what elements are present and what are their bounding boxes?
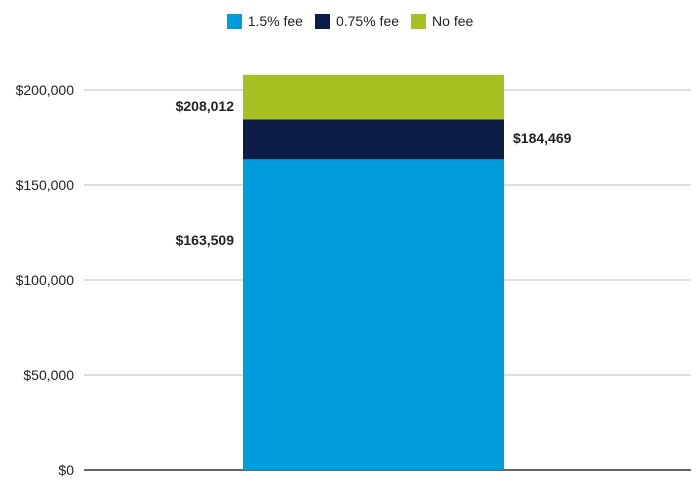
legend-swatch-0-75-fee (314, 13, 330, 29)
legend-item-1-5-fee: 1.5% fee (226, 13, 303, 29)
legend-item-0-75-fee: 0.75% fee (314, 13, 400, 29)
y-tick-label: $200,000 (16, 82, 75, 98)
y-tick-label: $50,000 (23, 367, 74, 383)
legend-label-no-fee: No fee (432, 13, 474, 29)
y-tick-label: $100,000 (16, 272, 75, 288)
legend-swatch-1-5-fee (226, 13, 242, 29)
bar-segment-1-5-fee (243, 159, 504, 471)
legend-item-no-fee: No fee (411, 13, 473, 29)
legend-label-0-75-fee: 0.75% fee (335, 13, 400, 29)
legend: 1.5% fee 0.75% fee No fee (0, 13, 700, 29)
bar-segment-0-75-fee (243, 119, 504, 160)
data-label: $208,012 (176, 98, 235, 114)
legend-label-1-5-fee: 1.5% fee (247, 13, 303, 29)
data-label: $163,509 (176, 232, 235, 248)
data-label: $184,469 (513, 130, 572, 146)
y-tick-label: $0 (58, 462, 74, 478)
legend-swatch-no-fee (411, 13, 427, 29)
y-tick-label: $150,000 (16, 177, 75, 193)
bar-segment-no-fee (243, 74, 504, 120)
